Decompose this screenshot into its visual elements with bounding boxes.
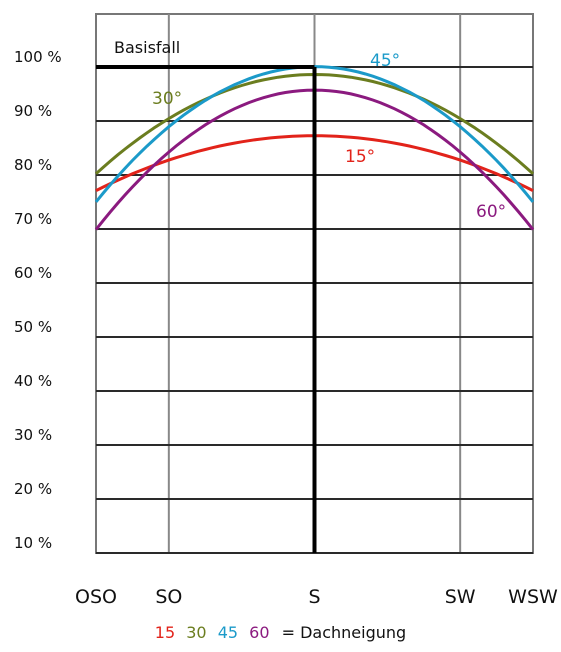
series-label-30: 30° [152, 89, 182, 109]
x-tick-label: SW [445, 586, 476, 608]
legend-item-60: 60 [249, 623, 270, 642]
series-label-45: 45° [370, 51, 400, 71]
legend-item-45: 45 [217, 623, 239, 642]
y-tick-label: 50 % [14, 318, 52, 336]
legend-suffix: = Dachneigung [281, 623, 407, 642]
y-tick-label: 20 % [14, 480, 52, 498]
annotations: Basisfall 15° 30° 45° 60° [96, 38, 506, 553]
series-label-15: 15° [345, 147, 375, 167]
y-tick-label: 30 % [14, 426, 52, 444]
x-tick-label: SO [155, 586, 182, 608]
y-tick-label: 60 % [14, 264, 52, 282]
legend-item-15: 15 [154, 623, 176, 642]
x-tick-label: S [308, 586, 320, 608]
x-tick-label: WSW [508, 586, 558, 608]
y-tick-label: 70 % [14, 210, 52, 228]
legend: 15 30 45 60 = Dachneigung [0, 623, 561, 642]
baseline-label: Basisfall [114, 38, 180, 57]
y-tick-label: 10 % [14, 534, 52, 552]
y-tick-label: 90 % [14, 102, 52, 120]
series-label-60: 60° [476, 202, 506, 222]
x-tick-label: OSO [75, 586, 117, 608]
legend-item-30: 30 [186, 623, 207, 642]
y-tick-label: 40 % [14, 372, 52, 390]
y-tick-label: 80 % [14, 156, 52, 174]
y-tick-label: 100 % [14, 48, 62, 66]
axis-ticks: 100 % 90 % 80 % 70 % 60 % 50 % 40 % 30 % 20 % 10 … [14, 48, 558, 608]
